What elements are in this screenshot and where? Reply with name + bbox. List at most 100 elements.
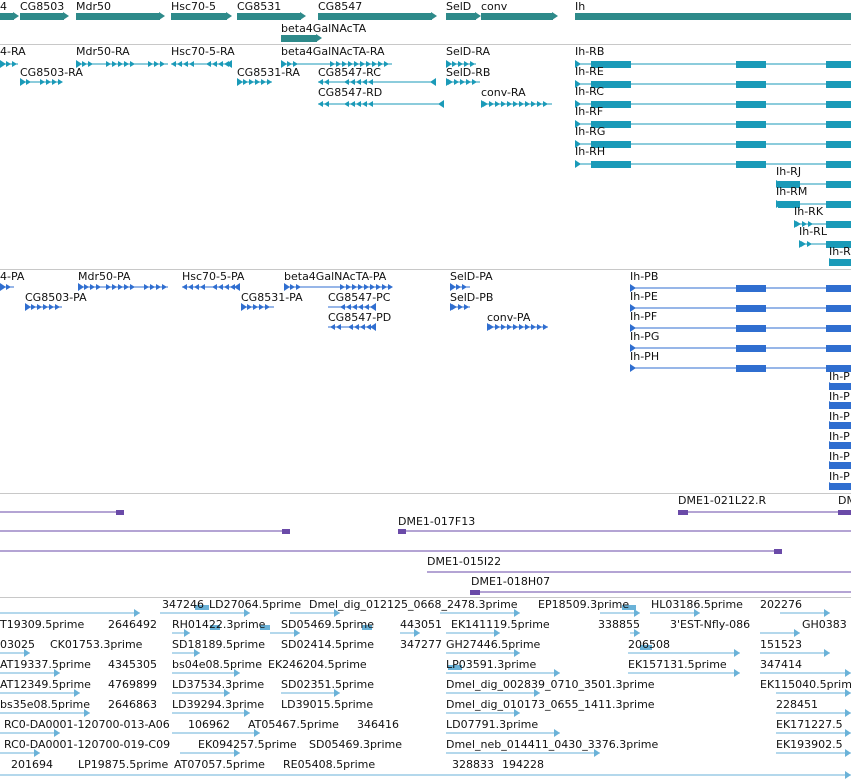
est-label[interactable]: EK246204.5prime (268, 658, 367, 671)
est-label[interactable]: LP19875.5prime (78, 758, 169, 771)
gene-label[interactable]: Ih (575, 0, 586, 13)
transcript-exon[interactable] (826, 141, 851, 148)
protein-label[interactable]: SelD-PA (450, 270, 493, 283)
clone-end[interactable] (470, 590, 480, 595)
transcript-label[interactable]: Mdr50-RA (76, 45, 130, 58)
transcript-exon[interactable] (591, 121, 631, 128)
transcript-exon[interactable] (778, 201, 800, 208)
protein-label[interactable]: Ih-P (829, 390, 850, 403)
est-label[interactable]: 4769899 (108, 678, 157, 691)
gene-label[interactable]: Hsc70-5 (171, 0, 217, 13)
transcript-label[interactable]: CG8503-RA (20, 66, 83, 79)
protein-label[interactable]: CG8547-PD (328, 311, 392, 324)
protein-label[interactable]: CG8531-PA (241, 291, 303, 304)
protein-label[interactable]: Ih-P (829, 370, 850, 383)
protein-label[interactable]: Hsc70-5-PA (182, 270, 245, 283)
transcript-label[interactable]: CG8547-RC (318, 66, 381, 79)
protein-block[interactable] (826, 365, 851, 372)
transcript-exon[interactable] (826, 61, 851, 68)
protein-label[interactable]: 4-PA (0, 270, 25, 283)
est-label[interactable]: RC0-DA0001-120700-013-A06 (4, 718, 170, 731)
protein-block[interactable] (736, 365, 766, 372)
est-label[interactable]: 03025 (0, 638, 35, 651)
transcript-label[interactable]: Ih-RF (575, 105, 604, 118)
transcript-label[interactable]: Ih-RG (575, 125, 606, 138)
transcript-exon[interactable] (829, 259, 851, 266)
protein-block[interactable] (736, 345, 766, 352)
gene-bar[interactable] (481, 13, 553, 20)
est-label[interactable]: LD37534.3prime (172, 678, 265, 691)
transcript-label[interactable]: Ih-RC (575, 85, 604, 98)
protein-label[interactable]: SelD-PB (450, 291, 494, 304)
protein-block[interactable] (829, 383, 851, 390)
est-label[interactable]: EP18509.3prime (538, 598, 630, 611)
protein-block[interactable] (826, 325, 851, 332)
transcript-label[interactable]: Ih-RK (794, 205, 824, 218)
transcript-exon[interactable] (826, 221, 851, 228)
protein-block[interactable] (736, 305, 766, 312)
protein-block[interactable] (829, 442, 851, 449)
est-label[interactable]: LD39294.3prime (172, 698, 265, 711)
est-label[interactable]: Dmel_dig_010173_0655_1411.3prime (446, 698, 655, 711)
est-label[interactable]: bs35e08.5prime (0, 698, 91, 711)
protein-label[interactable]: CG8503-PA (25, 291, 87, 304)
transcript-exon[interactable] (826, 181, 851, 188)
transcript-exon[interactable] (736, 101, 766, 108)
transcript-exon[interactable] (736, 61, 766, 68)
clone-end[interactable] (838, 510, 851, 515)
transcript-exon[interactable] (591, 101, 631, 108)
est-block[interactable] (195, 605, 209, 610)
est-label[interactable]: 3'EST-Nfly-086 (670, 618, 751, 631)
protein-block[interactable] (829, 462, 851, 469)
transcript-exon[interactable] (826, 201, 851, 208)
transcript-exon[interactable] (778, 181, 800, 188)
est-label[interactable]: Dmel_dig_002839_0710_3501.3prime (446, 678, 655, 691)
transcript-exon[interactable] (591, 81, 631, 88)
protein-block[interactable] (829, 483, 851, 490)
gene-label[interactable]: Mdr50 (76, 0, 111, 13)
gene-label[interactable]: 4 (0, 0, 7, 13)
est-label[interactable]: 443051 (400, 618, 442, 631)
transcript-label[interactable]: SelD-RA (446, 45, 490, 58)
protein-block[interactable] (736, 285, 766, 292)
gene-bar[interactable] (575, 13, 851, 20)
est-label[interactable]: RH01422.3prime (172, 618, 266, 631)
est-label[interactable]: GH0383 (802, 618, 847, 631)
clone-label[interactable]: DME1-015I22 (427, 555, 502, 568)
transcript-label[interactable]: Ih-RM (776, 185, 808, 198)
est-label[interactable]: 206508 (628, 638, 670, 651)
est-label[interactable]: SD05469.3prime (309, 738, 402, 751)
clone-end[interactable] (774, 549, 782, 554)
gene-label[interactable]: SelD (446, 0, 472, 13)
protein-label[interactable]: Ih-PF (630, 310, 658, 323)
est-label[interactable]: T19309.5prime (0, 618, 85, 631)
transcript-label[interactable]: Hsc70-5-RA (171, 45, 235, 58)
protein-block[interactable] (826, 345, 851, 352)
clone-label[interactable]: DME1-021L22.R (678, 494, 767, 507)
transcript-exon[interactable] (736, 81, 766, 88)
est-label[interactable]: EK094257.5prime (198, 738, 297, 751)
est-label[interactable]: 2646863 (108, 698, 157, 711)
est-label[interactable]: EK193902.5 (776, 738, 843, 751)
protein-block[interactable] (826, 285, 851, 292)
est-label[interactable]: HL03186.5prime (651, 598, 743, 611)
est-label[interactable]: SD02414.5prime (281, 638, 374, 651)
protein-label[interactable]: conv-PA (487, 311, 531, 324)
transcript-exon[interactable] (736, 141, 766, 148)
protein-label[interactable]: Ih-PH (630, 350, 660, 363)
est-label[interactable]: EK171227.5 (776, 718, 843, 731)
protein-label[interactable]: Ih-PG (630, 330, 660, 343)
clone-end[interactable] (116, 510, 124, 515)
clone-end[interactable] (282, 529, 290, 534)
transcript-label[interactable]: SelD-RB (446, 66, 491, 79)
est-label[interactable]: 347277 (400, 638, 442, 651)
gene-label[interactable]: CG8503 (20, 0, 65, 13)
gene-bar[interactable] (446, 13, 476, 20)
transcript-exon[interactable] (591, 61, 631, 68)
est-block[interactable] (448, 665, 462, 670)
gene-label[interactable]: CG8547 (318, 0, 363, 13)
est-label[interactable]: 347414 (760, 658, 802, 671)
transcript-label[interactable]: Ih-RE (575, 65, 604, 78)
protein-label[interactable]: Ih-P (829, 430, 850, 443)
gene-bar[interactable] (20, 13, 64, 20)
